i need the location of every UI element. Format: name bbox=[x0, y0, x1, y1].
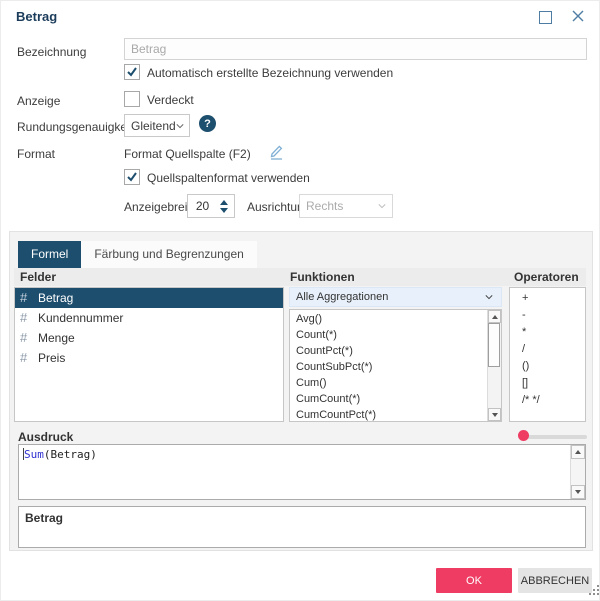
resize-grip[interactable] bbox=[589, 593, 591, 595]
function-item[interactable]: Avg() bbox=[296, 313, 323, 325]
functions-filter-value: Alle Aggregationen bbox=[296, 291, 389, 303]
column-headers: Felder Funktionen Operatoren bbox=[14, 268, 586, 286]
chevron-down-icon bbox=[485, 295, 493, 300]
quellspaltenformat-label: Quellspaltenformat verwenden bbox=[147, 171, 310, 185]
function-item[interactable]: CountPct(*) bbox=[296, 345, 353, 357]
operators-list: + - * / () [] /* */ bbox=[509, 287, 586, 422]
dialog-title: Betrag bbox=[16, 9, 58, 24]
anzeigebreite-stepper[interactable]: 20 bbox=[187, 194, 235, 218]
functions-filter-select[interactable]: Alle Aggregationen bbox=[289, 287, 502, 307]
expression-scrollbar[interactable] bbox=[570, 445, 585, 499]
field-item-betrag[interactable]: # Betrag bbox=[15, 288, 283, 308]
ausrichtung-value: Rechts bbox=[306, 199, 344, 213]
spin-down-icon[interactable] bbox=[220, 207, 228, 213]
verdeckt-label: Verdeckt bbox=[147, 93, 194, 107]
expression-keyword: Sum bbox=[24, 448, 44, 461]
maximize-icon[interactable] bbox=[539, 11, 552, 24]
anzeigebreite-label: Anzeigebreite bbox=[124, 200, 198, 214]
anzeige-label: Anzeige bbox=[17, 94, 61, 108]
field-label: Menge bbox=[38, 331, 75, 345]
felder-header: Felder bbox=[20, 270, 57, 284]
rundungsgenauigkeit-label: Rundungsgenauigkeit bbox=[17, 120, 134, 134]
numeric-field-icon: # bbox=[20, 350, 28, 365]
operator-item[interactable]: /* */ bbox=[522, 394, 540, 406]
operator-item[interactable]: / bbox=[522, 343, 526, 355]
numeric-field-icon: # bbox=[20, 290, 28, 305]
edit-format-icon[interactable] bbox=[269, 143, 284, 163]
expression-rest: (Betrag) bbox=[43, 448, 97, 461]
function-item[interactable]: Cum() bbox=[296, 377, 327, 389]
chevron-down-icon bbox=[176, 123, 184, 128]
scroll-down-icon[interactable] bbox=[488, 408, 501, 421]
zoom-slider-track[interactable] bbox=[524, 435, 587, 439]
preview-label: Betrag bbox=[25, 511, 64, 525]
tab-formel[interactable]: Formel bbox=[18, 241, 82, 268]
functions-scrollbar[interactable] bbox=[487, 310, 501, 421]
numeric-field-icon: # bbox=[20, 310, 28, 325]
format-label: Format bbox=[17, 147, 56, 161]
field-item-kundennummer[interactable]: # Kundennummer bbox=[15, 308, 283, 328]
ausdruck-label: Ausdruck bbox=[18, 430, 74, 444]
auto-bezeichnung-label: Automatisch erstellte Bezeichnung verwen… bbox=[147, 66, 394, 80]
operator-item[interactable]: [] bbox=[522, 377, 529, 389]
field-item-menge[interactable]: # Menge bbox=[15, 328, 283, 348]
function-item[interactable]: Count(*) bbox=[296, 329, 337, 341]
operatoren-header: Operatoren bbox=[514, 270, 579, 284]
checkmark-icon bbox=[127, 67, 137, 77]
ausrichtung-label: Ausrichtung bbox=[247, 200, 311, 214]
close-icon[interactable] bbox=[571, 9, 585, 23]
fields-list: # Betrag # Kundennummer # Menge # Preis bbox=[14, 287, 284, 422]
zoom-slider-handle[interactable] bbox=[518, 430, 529, 441]
chevron-down-icon bbox=[378, 204, 386, 209]
operator-item[interactable]: () bbox=[522, 360, 530, 372]
field-label: Kundennummer bbox=[38, 311, 124, 325]
field-item-preis[interactable]: # Preis bbox=[15, 348, 283, 368]
bezeichnung-label: Bezeichnung bbox=[17, 45, 87, 59]
formula-panel: Formel Färbung und Begrenzungen Felder F… bbox=[9, 231, 593, 551]
operator-item[interactable]: - bbox=[522, 309, 526, 321]
tab-bar: Formel Färbung und Begrenzungen bbox=[18, 241, 257, 268]
field-label: Preis bbox=[38, 351, 66, 365]
auto-bezeichnung-checkbox[interactable] bbox=[124, 64, 140, 80]
operator-item[interactable]: * bbox=[522, 326, 527, 338]
field-label: Betrag bbox=[38, 291, 74, 305]
anzeigebreite-value: 20 bbox=[195, 199, 210, 213]
verdeckt-checkbox[interactable] bbox=[124, 91, 140, 107]
rundungsgenauigkeit-value: Gleitend bbox=[131, 118, 176, 133]
expression-editor[interactable]: Sum(Betrag) bbox=[18, 444, 586, 500]
functions-list: Avg() Count(*) CountPct(*) CountSubPct(*… bbox=[289, 309, 502, 422]
ausrichtung-select: Rechts bbox=[299, 194, 393, 218]
function-item[interactable]: CumCountPct(*) bbox=[296, 409, 377, 421]
operator-item[interactable]: + bbox=[522, 292, 529, 304]
tab-faerbung-und-begrenzungen[interactable]: Färbung und Begrenzungen bbox=[81, 241, 257, 268]
bezeichnung-input bbox=[124, 38, 587, 60]
scroll-up-icon[interactable] bbox=[571, 445, 585, 459]
expression-preview: Betrag bbox=[18, 506, 586, 548]
text-caret bbox=[23, 448, 24, 460]
funktionen-header: Funktionen bbox=[290, 270, 355, 284]
format-quellspalte-label: Format Quellspalte (F2) bbox=[124, 147, 251, 161]
help-icon[interactable]: ? bbox=[199, 115, 216, 132]
spin-up-icon[interactable] bbox=[220, 199, 228, 205]
expression-text: Sum(Betrag) bbox=[23, 448, 97, 461]
function-item[interactable]: CumCount(*) bbox=[296, 393, 361, 405]
scroll-up-icon[interactable] bbox=[488, 310, 501, 323]
cancel-button[interactable]: ABBRECHEN bbox=[518, 568, 592, 593]
ok-button[interactable]: OK bbox=[436, 568, 512, 593]
rundungsgenauigkeit-select[interactable]: Gleitend bbox=[124, 114, 190, 137]
scroll-down-icon[interactable] bbox=[571, 485, 585, 499]
numeric-field-icon: # bbox=[20, 330, 28, 345]
scrollbar-thumb[interactable] bbox=[488, 323, 500, 367]
function-item[interactable]: CountSubPct(*) bbox=[296, 361, 373, 373]
checkmark-icon bbox=[127, 172, 137, 182]
quellspaltenformat-checkbox[interactable] bbox=[124, 169, 140, 185]
